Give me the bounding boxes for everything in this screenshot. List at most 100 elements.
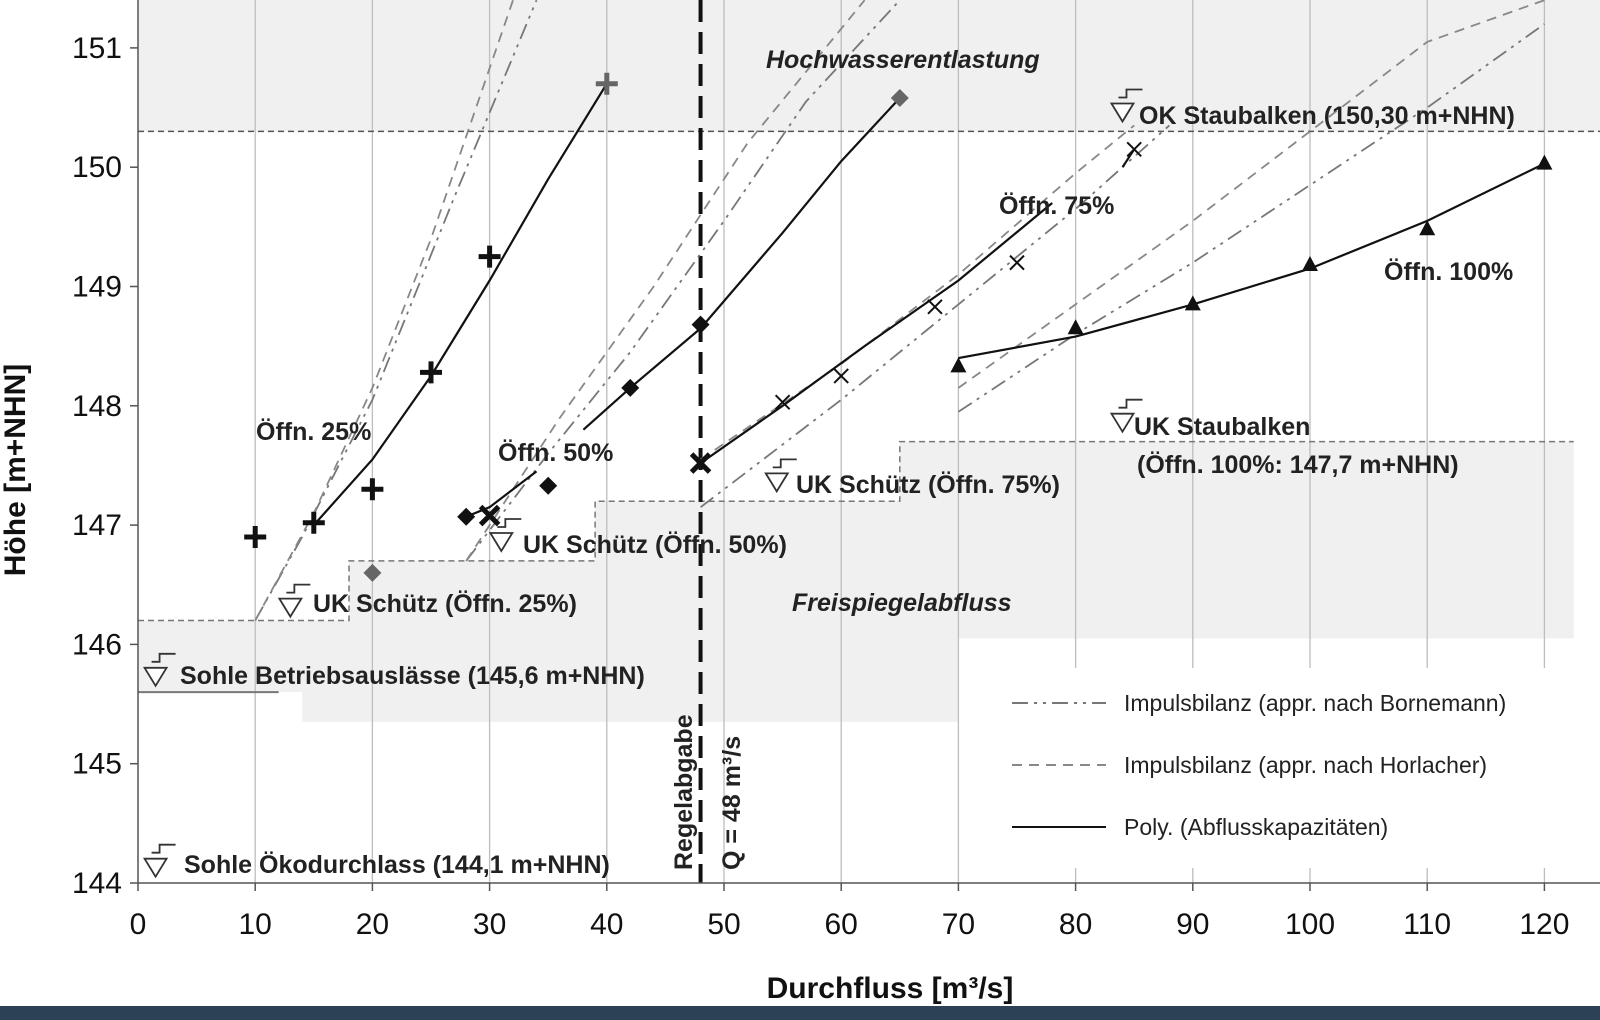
- water-level-icon-tick: [151, 843, 176, 854]
- marker-triangle: [1419, 220, 1436, 236]
- label-uk-staubalken: UK Staubalken: [1134, 413, 1310, 441]
- y-tick-label: 147: [72, 509, 122, 542]
- marker-x: [927, 299, 943, 315]
- data-markers: [244, 72, 1553, 582]
- label-oeffn-25: Öffn. 25%: [256, 417, 371, 446]
- label-uk-schuetz-75: UK Schütz (Öffn. 75%): [796, 470, 1060, 499]
- marker-plus: [244, 526, 267, 549]
- water-level-icon-tick: [286, 583, 311, 594]
- water-level-icon: [764, 472, 790, 494]
- y-tick-label: 144: [72, 867, 122, 900]
- marker-triangle: [1067, 319, 1084, 335]
- bornemann-curve-1: [465, 0, 901, 562]
- bornemann-curve-3: [957, 23, 1545, 413]
- horlacher-curve-0: [254, 0, 514, 621]
- marker-plus: [478, 245, 501, 268]
- water-level-icon-tick: [151, 652, 176, 663]
- label-oeffn-100: Öffn. 100%: [1384, 257, 1513, 286]
- label-regelabgabe: Regelabgabe: [670, 714, 698, 870]
- marker-diamond: [621, 378, 640, 397]
- x-tick-label: 20: [356, 908, 389, 941]
- label-freispiegelabfluss: Freispiegelabfluss: [792, 589, 1012, 617]
- x-tick-label: 10: [239, 908, 272, 941]
- label-hochwasserentlastung: Hochwasserentlastung: [766, 46, 1040, 74]
- marker-diamond: [457, 507, 476, 526]
- legend-label-horlacher: Impulsbilanz (appr. nach Horlacher): [1124, 752, 1487, 778]
- x-tick-label: 40: [590, 908, 623, 941]
- marker-plus: [595, 72, 618, 95]
- legend-background: [980, 668, 1580, 868]
- water-level-icon-tick: [497, 518, 522, 528]
- marker-x: [1126, 141, 1142, 158]
- marker-triangle: [1536, 154, 1553, 170]
- label-ok-staubalken: OK Staubalken (150,30 m+NHN): [1139, 102, 1515, 130]
- horlacher-curve-2: [700, 124, 1135, 461]
- water-level-icon-tick: [1118, 88, 1143, 99]
- poly-curve-short-1: [465, 470, 538, 518]
- x-axis-title: Durchfluss [m³/s]: [767, 972, 1014, 1005]
- marker-triangle: [1184, 295, 1201, 311]
- label-regelabgabe-q: Q = 48 m³/s: [718, 736, 746, 870]
- marker-x-bold: [478, 504, 501, 527]
- marker-plus: [361, 478, 384, 501]
- label-uk-staubalken-detail: (Öffn. 100%: 147,7 m+NHN): [1137, 450, 1459, 479]
- horlacher-curve-3: [957, 0, 1545, 389]
- bottom-strip: [0, 1006, 1600, 1020]
- water-level-icon: [142, 666, 169, 688]
- x-tick-label: 120: [1519, 908, 1569, 941]
- y-tick-label: 149: [72, 271, 122, 304]
- water-level-icon: [1109, 102, 1136, 124]
- label-uk-schuetz-25: UK Schütz (Öffn. 25%): [313, 589, 577, 618]
- marker-diamond: [363, 563, 382, 582]
- stepped-boundary-line: [138, 440, 1574, 622]
- water-level-icon: [1109, 412, 1136, 434]
- marker-diamond: [539, 476, 558, 495]
- y-tick-label: 145: [72, 748, 122, 781]
- x-tick-label: 0: [130, 908, 147, 941]
- bornemann-curve-0: [254, 0, 538, 621]
- marker-triangle: [950, 357, 967, 373]
- water-level-icon: [277, 597, 303, 619]
- x-tick-label: 90: [1176, 908, 1209, 941]
- poly-curve-1: [582, 97, 901, 431]
- bornemann-curve-2: [700, 124, 1170, 508]
- marker-diamond: [691, 315, 710, 334]
- legend-label-bornemann: Impulsbilanz (appr. nach Bornemann): [1124, 690, 1506, 716]
- label-sohle-oekodurchlass: Sohle Ökodurchlass (144,1 m+NHN): [184, 850, 610, 879]
- water-level-icon: [488, 532, 514, 553]
- y-tick-label: 150: [72, 151, 122, 184]
- theory-curves: [254, 0, 1545, 621]
- marker-triangle: [1302, 256, 1318, 272]
- x-tick-label: 30: [473, 908, 506, 941]
- marker-plus: [420, 361, 442, 384]
- marker-diamond: [890, 89, 909, 108]
- y-axis-title: Höhe [m+NHN]: [0, 364, 32, 577]
- x-tick-label: 100: [1285, 908, 1335, 941]
- label-sohle-betriebsauslaesse: Sohle Betriebsauslässe (145,6 m+NHN): [180, 662, 645, 690]
- label-oeffn-50: Öffn. 50%: [498, 438, 613, 467]
- poly-curve-3: [958, 162, 1545, 360]
- poly-curve-2: [699, 202, 1053, 465]
- shade-free-surface-region: [138, 441, 1574, 722]
- poly-curves: [312, 83, 1545, 526]
- legend: Impulsbilanz (appr. nach Bornemann) Impu…: [980, 668, 1580, 868]
- label-oeffn-75: Öffn. 75%: [999, 191, 1114, 220]
- water-level-icon-tick: [1118, 398, 1143, 409]
- marker-x: [833, 368, 849, 384]
- x-tick-label: 80: [1059, 908, 1092, 941]
- label-uk-schuetz-50: UK Schütz (Öffn. 50%): [523, 530, 787, 559]
- x-tick-label: 70: [942, 908, 975, 941]
- water-level-icon-tick: [772, 458, 797, 469]
- x-tick-label: 110: [1403, 908, 1451, 941]
- horlacher-curve-1: [465, 0, 866, 562]
- shade-above-ok-staubalken: [138, 0, 1600, 132]
- marker-x: [1009, 254, 1025, 271]
- y-tick-label: 151: [72, 32, 122, 65]
- y-tick-label: 146: [72, 628, 122, 661]
- marker-x: [689, 452, 712, 474]
- water-level-icon: [142, 857, 169, 879]
- background-shading: [138, 0, 1600, 722]
- legend-label-poly: Poly. (Abflusskapazitäten): [1124, 814, 1388, 840]
- marker-plus: [302, 511, 325, 534]
